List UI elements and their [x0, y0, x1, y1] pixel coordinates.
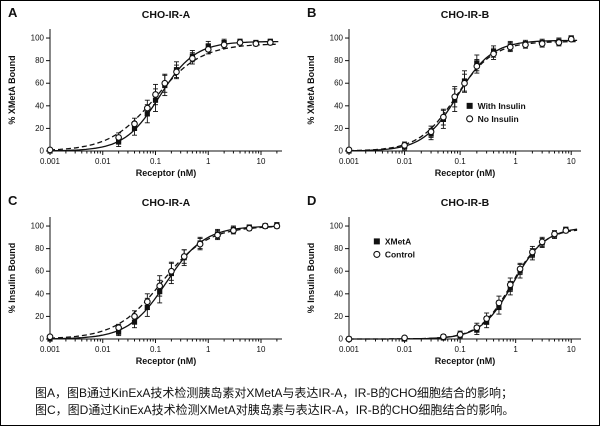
svg-text:60: 60 [334, 267, 343, 276]
svg-text:No Insulin: No Insulin [478, 114, 519, 124]
svg-text:20: 20 [334, 312, 343, 321]
svg-text:With Insulin: With Insulin [478, 101, 526, 111]
svg-text:0.1: 0.1 [150, 345, 162, 354]
svg-text:80: 80 [334, 244, 343, 253]
svg-text:C: C [8, 193, 18, 208]
svg-text:Receptor (nM): Receptor (nM) [136, 168, 197, 178]
svg-text:Receptor (nM): Receptor (nM) [136, 356, 197, 366]
svg-text:40: 40 [35, 101, 44, 110]
svg-text:80: 80 [334, 56, 343, 65]
svg-text:0.001: 0.001 [339, 157, 360, 166]
svg-text:40: 40 [334, 101, 343, 110]
svg-text:0.1: 0.1 [455, 157, 467, 166]
svg-text:60: 60 [334, 79, 343, 88]
svg-text:10: 10 [567, 345, 576, 354]
svg-text:% Insulin Bound: % Insulin Bound [7, 243, 17, 314]
svg-text:100: 100 [330, 222, 344, 231]
svg-text:B: B [307, 5, 316, 20]
svg-text:1: 1 [513, 345, 518, 354]
figure-grid: 0.001 0.01 0.1 1 10 0 20 40 60 80 100 Receptor (nM)… [1, 1, 599, 379]
svg-text:% XMetA Bound: % XMetA Bound [306, 55, 316, 124]
svg-text:20: 20 [334, 124, 343, 133]
svg-text:0: 0 [339, 335, 344, 344]
svg-text:20: 20 [35, 312, 44, 321]
svg-text:% XMetA Bound: % XMetA Bound [7, 55, 17, 124]
svg-text:60: 60 [35, 79, 44, 88]
panel-b-chart: 0.001 0.01 0.1 1 10 0 20 40 60 80 100 Receptor (nM)… [300, 3, 598, 191]
svg-text:0.01: 0.01 [95, 345, 111, 354]
svg-text:CHO-IR-B: CHO-IR-B [441, 197, 490, 209]
svg-text:40: 40 [35, 289, 44, 298]
svg-text:0.01: 0.01 [95, 157, 111, 166]
svg-text:10: 10 [257, 157, 266, 166]
svg-text:A: A [8, 5, 18, 20]
svg-text:D: D [307, 193, 316, 208]
svg-text:80: 80 [35, 244, 44, 253]
panel-d-chart: 0.001 0.01 0.1 1 10 0 20 40 60 80 100 Receptor (nM)… [300, 191, 598, 379]
svg-text:0: 0 [40, 147, 45, 156]
svg-text:Receptor (nM): Receptor (nM) [435, 168, 496, 178]
svg-text:20: 20 [35, 124, 44, 133]
svg-text:60: 60 [35, 267, 44, 276]
svg-text:0: 0 [40, 335, 45, 344]
svg-text:CHO-IR-B: CHO-IR-B [441, 9, 490, 21]
svg-text:1: 1 [206, 345, 211, 354]
svg-text:0.01: 0.01 [397, 157, 413, 166]
svg-text:0: 0 [339, 147, 344, 156]
svg-text:0.001: 0.001 [40, 157, 61, 166]
svg-text:0.1: 0.1 [150, 157, 162, 166]
caption-line-2: 图C，图D通过KinExA技术检测XMetA对胰岛素与表达IR-A，IR-B的C… [35, 403, 515, 418]
svg-text:40: 40 [334, 289, 343, 298]
svg-text:10: 10 [257, 345, 266, 354]
svg-text:1: 1 [206, 157, 211, 166]
figure-caption: 图A，图B通过KinExA技术检测胰岛素对XMetA与表达IR-A，IR-B的C… [1, 379, 599, 420]
panel-a-chart: 0.001 0.01 0.1 1 10 0 20 40 60 80 100 Receptor (nM)… [1, 3, 299, 191]
svg-text:0.1: 0.1 [455, 345, 467, 354]
svg-text:1: 1 [513, 157, 518, 166]
svg-text:80: 80 [35, 56, 44, 65]
svg-text:10: 10 [567, 157, 576, 166]
svg-text:Receptor (nM): Receptor (nM) [435, 356, 496, 366]
svg-text:XMetA: XMetA [385, 236, 411, 246]
svg-text:100: 100 [330, 34, 344, 43]
svg-text:100: 100 [31, 34, 45, 43]
caption-line-1: 图A，图B通过KinExA技术检测胰岛素对XMetA与表达IR-A，IR-B的C… [35, 386, 514, 400]
svg-text:Control: Control [385, 249, 415, 259]
svg-text:0.001: 0.001 [40, 345, 61, 354]
svg-text:0.01: 0.01 [397, 345, 413, 354]
svg-text:CHO-IR-A: CHO-IR-A [142, 197, 191, 209]
svg-text:100: 100 [31, 222, 45, 231]
panel-c-chart: 0.001 0.01 0.1 1 10 0 20 40 60 80 100 Receptor (nM)… [1, 191, 299, 379]
svg-text:0.001: 0.001 [339, 345, 360, 354]
svg-text:% Insulin Bound: % Insulin Bound [306, 243, 316, 314]
svg-text:CHO-IR-A: CHO-IR-A [142, 9, 191, 21]
